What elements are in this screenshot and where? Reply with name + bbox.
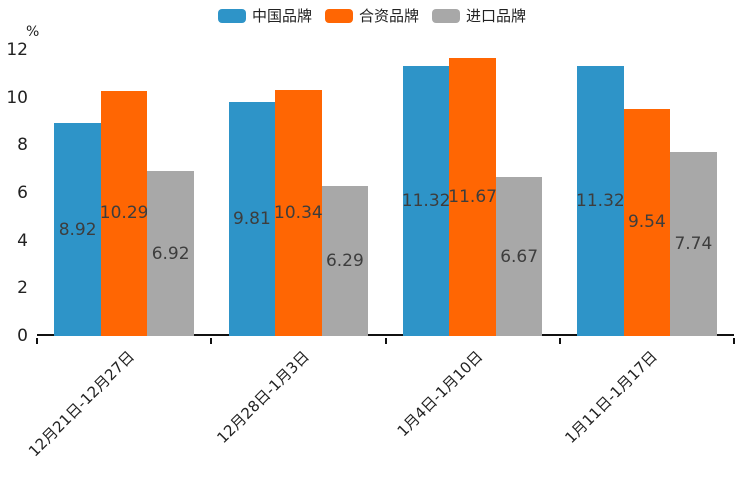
bar-中国品牌-1: 9.81 bbox=[228, 102, 276, 336]
x-category-label: 12月28日-1月3日 bbox=[213, 347, 313, 447]
bar-合资品牌-1: 10.34 bbox=[274, 89, 323, 336]
legend-swatch-icon bbox=[324, 9, 353, 23]
bar-value-label: 11.32 bbox=[576, 191, 625, 212]
plot-area: 8.92 10.29 6.92 12月21日-12月27日 9.81 10.34 6.29 1… bbox=[25, 50, 735, 460]
bar-value-label: 10.29 bbox=[99, 203, 149, 224]
bar-value-label: 10.34 bbox=[274, 202, 323, 223]
bar-中国品牌-0: 8.92 bbox=[54, 123, 101, 336]
legend-item-1: 合资品牌 bbox=[324, 7, 419, 25]
legend-swatch-icon bbox=[432, 9, 460, 23]
x-category-label: 1月4日-1月10日 bbox=[394, 347, 487, 441]
legend-item-0: 中国品牌 bbox=[217, 7, 312, 25]
bar-进口品牌-1: 6.29 bbox=[321, 186, 369, 336]
bar-合资品牌-0: 10.29 bbox=[99, 90, 149, 336]
x-tick-mark bbox=[733, 338, 735, 344]
legend-label: 中国品牌 bbox=[251, 7, 312, 25]
x-tick-mark bbox=[558, 338, 561, 344]
bar-value-label: 6.29 bbox=[325, 251, 364, 272]
bar-value-label: 11.32 bbox=[401, 191, 451, 212]
bar-value-label: 11.67 bbox=[448, 186, 497, 207]
bar-进口品牌-2: 6.67 bbox=[495, 177, 543, 336]
y-axis-unit-label: % bbox=[26, 24, 40, 40]
legend-label: 合资品牌 bbox=[358, 7, 419, 25]
y-tick-label: 8 bbox=[17, 135, 28, 156]
y-tick-label: 0 bbox=[17, 326, 28, 346]
legend-swatch-icon bbox=[217, 9, 246, 23]
bar-合资品牌-2: 11.67 bbox=[448, 57, 497, 336]
legend-item-2: 进口品牌 bbox=[432, 7, 526, 25]
bar-value-label: 8.92 bbox=[58, 219, 97, 240]
bar-进口品牌-0: 6.92 bbox=[147, 171, 194, 336]
x-tick-mark bbox=[36, 338, 38, 344]
x-tick-mark bbox=[210, 338, 213, 344]
x-tick-mark bbox=[384, 338, 387, 344]
bar-value-label: 9.81 bbox=[232, 209, 271, 230]
y-tick-label: 4 bbox=[17, 230, 28, 251]
bar-value-label: 6.92 bbox=[151, 243, 190, 264]
bar-中国品牌-2: 11.32 bbox=[401, 66, 451, 336]
x-category-label: 1月11日-1月17日 bbox=[561, 347, 662, 447]
bar-中国品牌-3: 11.32 bbox=[576, 66, 625, 336]
bar-进口品牌-3: 7.74 bbox=[670, 151, 717, 336]
bar-value-label: 9.54 bbox=[627, 212, 666, 233]
y-tick-label: 12 bbox=[6, 40, 28, 60]
x-category-label: 12月21日-12月27日 bbox=[25, 347, 139, 461]
bar-value-label: 7.74 bbox=[674, 233, 713, 254]
legend-label: 进口品牌 bbox=[466, 7, 527, 25]
y-tick-label: 10 bbox=[6, 87, 28, 108]
y-tick-label: 2 bbox=[17, 278, 28, 299]
y-tick-label: 6 bbox=[17, 183, 28, 203]
chart-legend: 中国品牌 合资品牌 进口品牌 bbox=[0, 7, 744, 25]
bar-合资品牌-3: 9.54 bbox=[623, 108, 671, 336]
bar-value-label: 6.67 bbox=[500, 246, 539, 267]
